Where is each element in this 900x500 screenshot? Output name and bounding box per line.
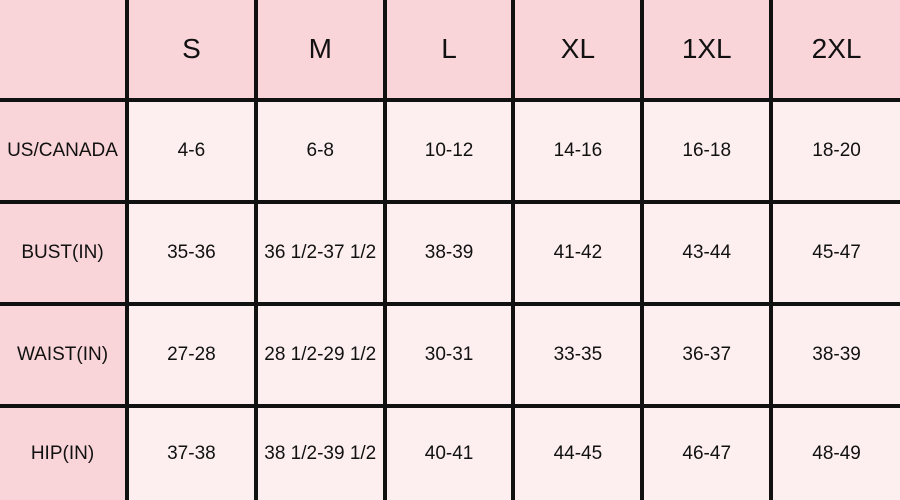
- row-label: HIP(IN): [0, 403, 129, 500]
- row-label: WAIST(IN): [0, 301, 129, 408]
- table-cell: 43-44: [640, 199, 774, 306]
- row-label: BUST(IN): [0, 199, 129, 306]
- table-cell: 36-37: [640, 301, 774, 408]
- table-cell: 28 1/2-29 1/2: [253, 301, 387, 408]
- table-cell: 36 1/2-37 1/2: [253, 199, 387, 306]
- table-cell: 48-49: [769, 403, 900, 500]
- table-cell: 4-6: [125, 98, 258, 204]
- table-cell: 44-45: [511, 403, 645, 500]
- table-cell: 18-20: [769, 98, 900, 204]
- row-label: US/CANADA: [0, 98, 129, 204]
- table-cell: 30-31: [382, 301, 516, 408]
- size-header: 2XL: [769, 0, 900, 102]
- table-cell: 38 1/2-39 1/2: [253, 403, 387, 500]
- table-cell: 14-16: [511, 98, 645, 204]
- table-row: US/CANADA 4-6 6-8 10-12 14-16 16-18 18-2…: [0, 98, 900, 204]
- size-header: S: [125, 0, 258, 102]
- table-cell: 41-42: [511, 199, 645, 306]
- table-row: HIP(IN) 37-38 38 1/2-39 1/2 40-41 44-45 …: [0, 403, 900, 500]
- size-header: 1XL: [640, 0, 774, 102]
- table-cell: 38-39: [769, 301, 900, 408]
- table-cell: 37-38: [125, 403, 258, 500]
- table-cell: 10-12: [382, 98, 516, 204]
- table-row: BUST(IN) 35-36 36 1/2-37 1/2 38-39 41-42…: [0, 199, 900, 306]
- header-row: S M L XL 1XL 2XL: [0, 0, 900, 102]
- corner-cell: [0, 0, 129, 102]
- table-cell: 45-47: [769, 199, 900, 306]
- table-cell: 40-41: [382, 403, 516, 500]
- table-cell: 46-47: [640, 403, 774, 500]
- table-cell: 6-8: [253, 98, 387, 204]
- size-header: M: [253, 0, 387, 102]
- size-header: XL: [511, 0, 645, 102]
- table-cell: 35-36: [125, 199, 258, 306]
- table-cell: 27-28: [125, 301, 258, 408]
- size-header: L: [382, 0, 516, 102]
- table-cell: 38-39: [382, 199, 516, 306]
- table-cell: 33-35: [511, 301, 645, 408]
- table-row: WAIST(IN) 27-28 28 1/2-29 1/2 30-31 33-3…: [0, 301, 900, 408]
- table-cell: 16-18: [640, 98, 774, 204]
